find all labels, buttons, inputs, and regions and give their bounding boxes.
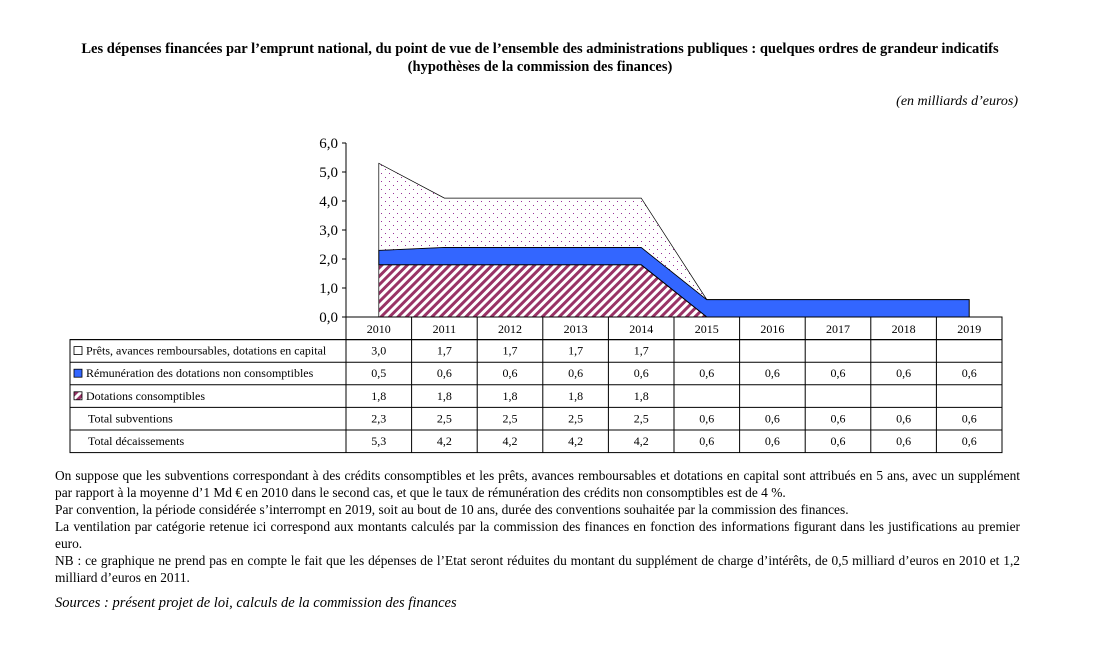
category-label: 2017	[826, 322, 850, 336]
data-label: 0,6	[437, 366, 452, 380]
category-label: 2013	[564, 322, 588, 336]
data-label: 4,2	[634, 434, 649, 448]
note: La ventilation par catégorie retenue ici…	[55, 519, 1020, 551]
data-label: 4,2	[503, 434, 518, 448]
chart-title: Les dépenses financées par l’emprunt nat…	[60, 40, 1020, 76]
data-label: 1,8	[437, 389, 452, 403]
data-label: 2,5	[634, 411, 649, 425]
category-label: 2012	[498, 322, 522, 336]
data-label: 0,6	[831, 411, 846, 425]
data-label: 0,6	[765, 366, 780, 380]
data-label: 0,6	[568, 366, 583, 380]
y-tick-label: 1,0	[319, 281, 338, 297]
title-line: Les dépenses financées par l’emprunt nat…	[81, 41, 999, 57]
area-series-2	[378, 162, 970, 300]
data-label: 0,6	[831, 366, 846, 380]
title-line: (hypothèses de la commission des finance…	[407, 59, 673, 75]
y-tick-label: 3,0	[319, 223, 338, 239]
data-label: 2,5	[503, 411, 518, 425]
category-label: 2019	[957, 322, 981, 336]
chart: 0,0 1,0 2,0 3,0 4,0 5,0 6,0 2010 2011 2012 2013 20…	[69, 136, 1003, 454]
y-tick-label: 5,0	[319, 165, 338, 181]
data-label: 0,6	[765, 411, 780, 425]
data-label: 1,8	[634, 389, 649, 403]
data-label: 0,6	[896, 434, 911, 448]
data-label: 3,0	[371, 344, 386, 358]
category-label: 2011	[433, 322, 457, 336]
data-label: 0,6	[634, 366, 649, 380]
data-label: 0,6	[503, 366, 518, 380]
data-label: 1,7	[568, 344, 583, 358]
y-tick-label: 6,0	[319, 136, 338, 152]
total-label: Total subventions	[88, 411, 173, 425]
category-label: 2010	[367, 322, 391, 336]
legend-label: Rémunération des dotations non consompti…	[86, 366, 314, 380]
data-label: 0,6	[765, 434, 780, 448]
legend-swatch	[73, 368, 83, 378]
data-label: 1,7	[437, 344, 452, 358]
data-label: 0,6	[831, 434, 846, 448]
data-label: 2,5	[437, 411, 452, 425]
y-tick-label: 4,0	[319, 194, 338, 210]
data-label: 1,8	[503, 389, 518, 403]
sources: Sources : présent projet de loi, calculs…	[55, 595, 457, 611]
data-label: 0,6	[962, 411, 977, 425]
legend-label: Dotations consomptibles	[86, 389, 205, 403]
unit-label: (en milliards d’euros)	[896, 94, 1018, 109]
data-label: 0,6	[699, 366, 714, 380]
data-label: 1,7	[634, 344, 649, 358]
data-label: 0,6	[896, 366, 911, 380]
category-label: 2015	[695, 322, 719, 336]
y-tick-label: 2,0	[319, 252, 338, 268]
total-label: Total décaissements	[88, 434, 184, 448]
data-label: 0,6	[962, 434, 977, 448]
data-label: 0,5	[371, 366, 386, 380]
notes: On suppose que les subventions correspon…	[55, 467, 1020, 586]
legend-swatch	[73, 391, 83, 401]
data-label: 1,8	[568, 389, 583, 403]
data-label: 0,6	[699, 411, 714, 425]
data-label: 0,6	[896, 411, 911, 425]
data-label: 0,6	[699, 434, 714, 448]
category-label: 2014	[629, 322, 653, 336]
y-tick-label: 0,0	[319, 310, 338, 326]
data-label: 2,5	[568, 411, 583, 425]
legend-swatch	[73, 346, 83, 356]
note: NB : ce graphique ne prend pas en compte…	[55, 553, 1020, 585]
data-label: 2,3	[371, 411, 386, 425]
data-label: 1,8	[371, 389, 386, 403]
data-label: 1,7	[503, 344, 518, 358]
note: On suppose que les subventions correspon…	[55, 468, 1020, 500]
legend-label: Prêts, avances remboursables, dotations …	[86, 344, 327, 358]
note: Par convention, la période considérée s’…	[55, 502, 849, 517]
data-label: 4,2	[568, 434, 583, 448]
data-label: 0,6	[962, 366, 977, 380]
category-label: 2016	[760, 322, 784, 336]
data-label: 5,3	[371, 434, 386, 448]
category-label: 2018	[892, 322, 916, 336]
data-label: 4,2	[437, 434, 452, 448]
